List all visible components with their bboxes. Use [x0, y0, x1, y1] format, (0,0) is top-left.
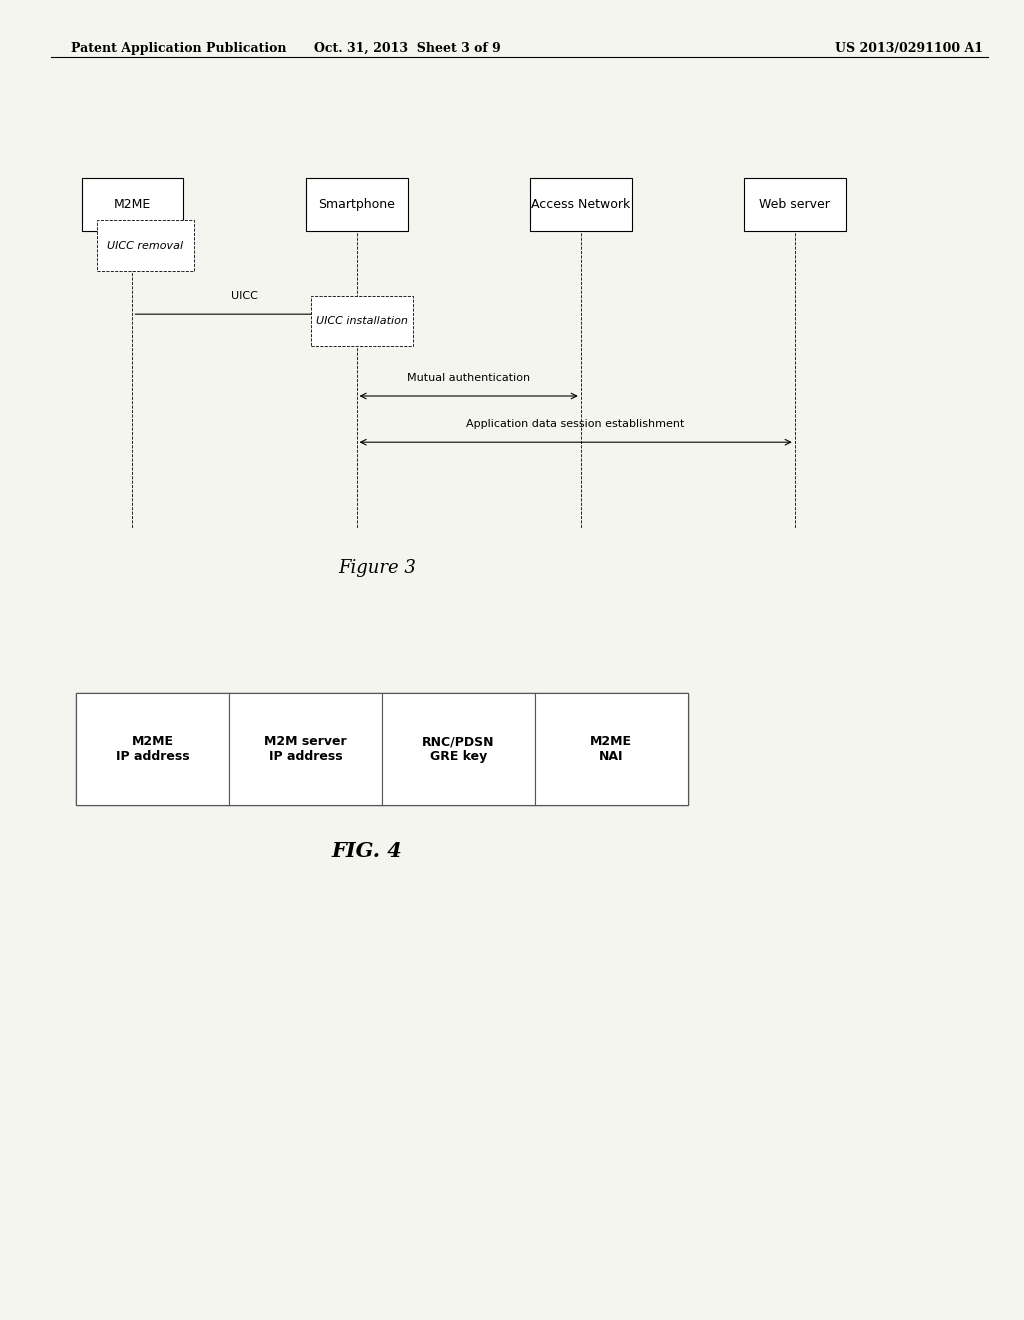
Text: Smartphone: Smartphone — [318, 198, 395, 211]
FancyBboxPatch shape — [82, 178, 183, 231]
FancyBboxPatch shape — [743, 178, 846, 231]
FancyBboxPatch shape — [535, 693, 688, 805]
FancyBboxPatch shape — [305, 178, 408, 231]
Text: UICC removal: UICC removal — [108, 240, 183, 251]
FancyBboxPatch shape — [77, 693, 688, 805]
Text: Web server: Web server — [759, 198, 830, 211]
Text: Oct. 31, 2013  Sheet 3 of 9: Oct. 31, 2013 Sheet 3 of 9 — [314, 42, 501, 55]
Text: M2ME: M2ME — [114, 198, 152, 211]
Text: US 2013/0291100 A1: US 2013/0291100 A1 — [836, 42, 983, 55]
FancyBboxPatch shape — [229, 693, 382, 805]
FancyBboxPatch shape — [382, 693, 535, 805]
Text: UICC: UICC — [231, 290, 258, 301]
Text: Figure 3: Figure 3 — [338, 558, 416, 577]
Text: Application data session establishment: Application data session establishment — [467, 418, 685, 429]
FancyBboxPatch shape — [77, 693, 229, 805]
FancyBboxPatch shape — [97, 220, 194, 271]
Text: Patent Application Publication: Patent Application Publication — [72, 42, 287, 55]
FancyBboxPatch shape — [529, 178, 632, 231]
Text: Access Network: Access Network — [531, 198, 631, 211]
Text: UICC installation: UICC installation — [315, 315, 408, 326]
FancyBboxPatch shape — [310, 296, 413, 346]
Text: FIG. 4: FIG. 4 — [332, 841, 402, 862]
Text: M2ME
NAI: M2ME NAI — [590, 735, 632, 763]
Text: RNC/PDSN
GRE key: RNC/PDSN GRE key — [422, 735, 495, 763]
Text: Mutual authentication: Mutual authentication — [408, 372, 530, 383]
Text: M2ME
IP address: M2ME IP address — [116, 735, 189, 763]
Text: M2M server
IP address: M2M server IP address — [264, 735, 347, 763]
